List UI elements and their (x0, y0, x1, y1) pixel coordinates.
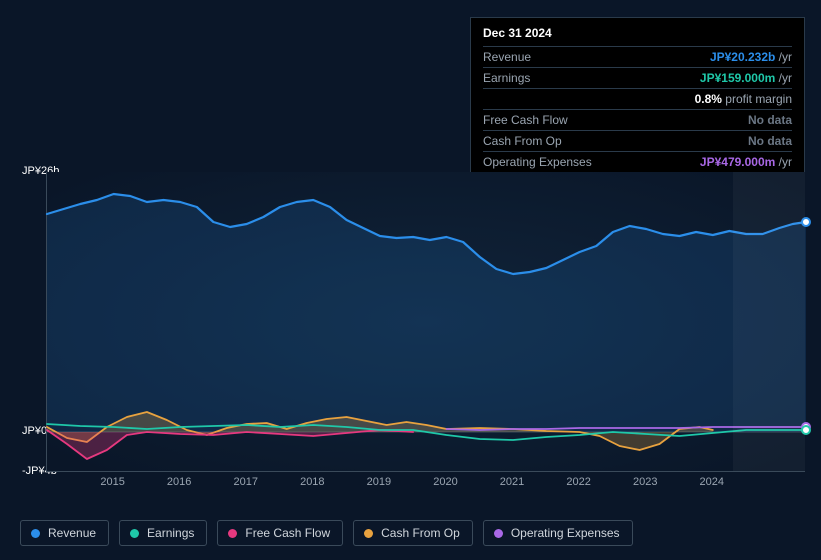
legend-item[interactable]: Free Cash Flow (217, 520, 343, 546)
tooltip-row: Earnings JP¥159.000m /yr (483, 67, 792, 88)
legend-swatch (130, 529, 139, 538)
x-axis: 2015 2016 2017 2018 2019 2020 2021 2022 2023 2024 (46, 476, 805, 496)
legend-label: Operating Expenses (511, 526, 620, 540)
tooltip-value: JP¥20.232b /yr (710, 50, 792, 64)
tooltip-row: Cash From Op No data (483, 130, 792, 151)
legend-swatch (364, 529, 373, 538)
legend-swatch (228, 529, 237, 538)
x-axis-label: 2022 (566, 476, 590, 488)
hover-tooltip: Dec 31 2024 Revenue JP¥20.232b /yr Earning… (470, 17, 805, 181)
tooltip-value: No data (748, 134, 792, 148)
chart-svg (47, 172, 806, 472)
legend-label: Cash From Op (381, 526, 460, 540)
x-axis-label: 2016 (167, 476, 191, 488)
x-axis-label: 2023 (633, 476, 657, 488)
tooltip-label: Free Cash Flow (483, 113, 568, 127)
future-region (733, 172, 805, 471)
tooltip-value: No data (748, 113, 792, 127)
plot-area[interactable] (46, 172, 805, 472)
tooltip-label: Earnings (483, 71, 530, 85)
tooltip-row: Revenue JP¥20.232b /yr (483, 46, 792, 67)
legend-item[interactable]: Cash From Op (353, 520, 473, 546)
tooltip-value: 0.8% profit margin (695, 92, 792, 106)
x-axis-label: 2019 (367, 476, 391, 488)
legend: Revenue Earnings Free Cash Flow Cash From O… (20, 520, 633, 546)
tooltip-value: JP¥159.000m /yr (700, 71, 792, 85)
legend-item[interactable]: Revenue (20, 520, 109, 546)
x-axis-label: 2017 (233, 476, 257, 488)
tooltip-date: Dec 31 2024 (483, 26, 792, 46)
x-axis-label: 2015 (100, 476, 124, 488)
x-axis-label: 2021 (500, 476, 524, 488)
tooltip-row: Free Cash Flow No data (483, 109, 792, 130)
x-axis-label: 2018 (300, 476, 324, 488)
legend-item[interactable]: Operating Expenses (483, 520, 633, 546)
legend-item[interactable]: Earnings (119, 520, 207, 546)
legend-swatch (494, 529, 503, 538)
x-axis-label: 2024 (700, 476, 724, 488)
legend-swatch (31, 529, 40, 538)
legend-label: Free Cash Flow (245, 526, 330, 540)
legend-label: Revenue (48, 526, 96, 540)
tooltip-label: Cash From Op (483, 134, 562, 148)
tooltip-row: 0.8% profit margin (483, 88, 792, 109)
tooltip-label: Revenue (483, 50, 531, 64)
legend-label: Earnings (147, 526, 194, 540)
y-axis-label: JP¥0 (22, 425, 47, 437)
series-fill-revenue (47, 194, 806, 432)
x-axis-label: 2020 (433, 476, 457, 488)
financials-chart: JP¥26bJP¥0-JP¥4b 20152016201720182019202… (16, 160, 805, 490)
